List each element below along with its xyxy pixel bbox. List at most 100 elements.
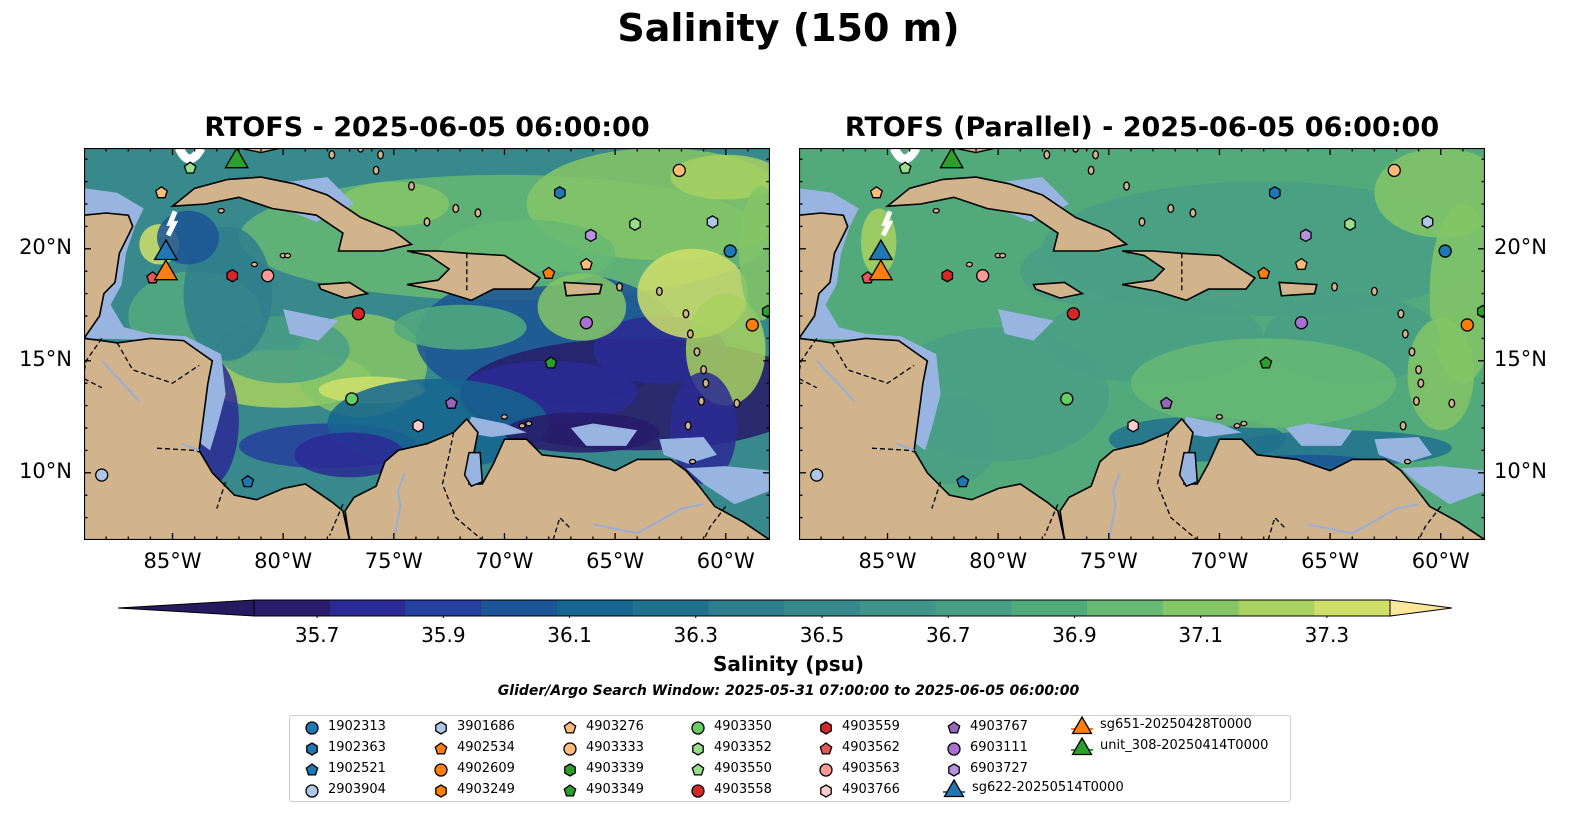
lon-tick-label: 75°W [364,549,423,573]
map-frame [799,148,1485,540]
country-border [441,432,483,540]
glider-track [880,210,894,237]
island [283,252,292,259]
legend-shape [820,721,832,735]
legend-label: 4903352 [714,740,772,755]
country-border [116,342,200,384]
island [1397,309,1405,319]
legend-label: 4903276 [586,719,644,734]
legend-shape [691,721,705,735]
legend-label: unit_308-20250414T0000 [1100,738,1269,753]
marker-4903350 [345,392,359,406]
island [1331,282,1338,292]
legend-shape [948,763,960,777]
marker-4903767 [1159,396,1173,409]
colorbar-segment [1011,600,1088,616]
river [592,503,704,535]
island [1043,150,1051,160]
legend-shape [947,721,961,734]
salinity-map-rtofs [84,148,770,540]
river [100,360,141,402]
legend-shape [691,784,705,798]
salinity-patch [670,154,770,200]
shallow-shelf [1285,423,1353,446]
legend-shape [306,742,318,756]
legend-marker-circle-icon [947,742,961,756]
colorbar-tick-label: 37.1 [1178,623,1223,647]
legend-label: 4902609 [457,761,515,776]
land-florida-keys [953,148,997,154]
country-border [799,378,817,389]
lon-tick-label: 80°W [254,549,313,573]
legend-marker-hexagon-icon [948,763,960,777]
marker-4903339 [761,304,770,319]
legend-marker-pentagon-icon [691,763,705,776]
island [217,207,225,214]
shallow-shelf [464,416,527,437]
island [998,252,1007,259]
island [474,208,482,218]
legend-label: 6903111 [970,740,1028,755]
search-window-text: Glider/Argo Search Window: 2025-05-31 07… [497,683,1080,699]
lon-tick-label: 60°W [696,549,755,573]
lat-tick-label-right: 10°N [1494,458,1547,483]
island [1399,421,1407,431]
country-border [831,342,915,384]
island [1403,458,1412,465]
island [1412,396,1420,406]
legend-shape [564,763,576,777]
colorbar-extend-high [1389,599,1452,617]
colorbar-segment [1238,600,1315,616]
legend-label: sg622-20250514T0000 [972,780,1124,795]
legend-label: 4903350 [714,719,772,734]
island [1215,413,1224,420]
colorbar-tick-label: 36.9 [1052,623,1097,647]
legend-label: 4903766 [842,782,900,797]
marker-4903563 [261,269,275,283]
legend-marker-pentagon-icon [563,721,577,734]
legend-label: 4903550 [714,761,772,776]
marker-1902521 [241,475,255,488]
marker-6903111 [579,316,593,330]
salinity-patch [537,273,627,341]
legend-marker-hexagon-icon [820,784,832,798]
marker-1902313 [1438,244,1452,258]
legend-marker-pentagon-icon [819,742,833,755]
legend-label: sg651-20250428T0000 [1100,717,1252,732]
colorbar-segment [1162,600,1240,616]
marker-4903767 [444,396,458,409]
legend-label: 4903562 [842,740,900,755]
legend-shape [435,721,447,735]
legend-marker-pentagon-icon [434,742,448,755]
island [616,282,623,292]
land-southam [1059,417,1485,540]
country-border [703,506,727,540]
figure-title: Salinity (150 m) [617,6,960,50]
legend-label: 6903727 [970,761,1028,776]
island [452,203,460,214]
island [693,347,701,357]
country-border [1121,248,1130,254]
legend-shape [305,763,319,776]
island [682,309,690,319]
land-yucatan [799,212,849,340]
legend-label: 1902313 [328,719,386,734]
marker-4903276 [154,186,168,199]
river [1107,472,1121,540]
marker-unit30820250414t0000 [224,148,250,169]
legend-shape [563,721,577,734]
land-florida-keys [238,148,282,154]
salinity-patch [739,186,770,321]
glider-track-gap [175,148,206,164]
lat-tick-label-left: 15°N [19,346,72,371]
island [377,150,384,160]
island [1189,208,1197,218]
legend-shape [820,784,832,798]
island [1448,398,1456,409]
land-puertorico [1278,281,1318,297]
marker-6903727b [579,257,593,270]
marker-4903558 [351,307,366,321]
country-border [1156,432,1198,540]
legend-label: 4903339 [586,761,644,776]
salinity-patch [1407,318,1474,431]
